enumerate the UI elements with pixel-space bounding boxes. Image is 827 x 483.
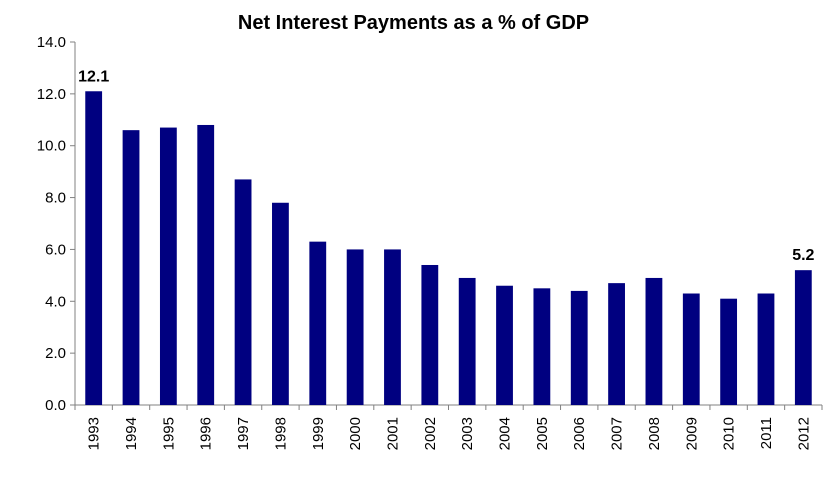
bar-2010 [720,298,738,405]
x-tick-label-2000: 2000 [347,417,364,450]
y-tick-label: 8.0 [45,190,66,207]
bar-1994 [122,130,140,405]
bar-1998 [272,202,289,405]
bar-2009 [682,293,700,405]
x-tick-label-2003: 2003 [459,417,476,450]
y-tick-label: 12.0 [37,86,66,103]
x-tick-label-1997: 1997 [235,417,252,450]
x-tick-label-2007: 2007 [609,417,626,450]
chart-title: Net Interest Payments as a % of GDP [237,12,590,34]
x-tick-label-2002: 2002 [422,417,439,450]
bar-2004 [496,285,513,405]
y-tick-label: 10.0 [37,138,66,155]
bar-1995 [159,127,177,406]
bar-2000 [346,249,364,405]
x-tick-label-2012: 2012 [795,417,812,450]
bars [85,91,812,406]
x-tick-label-1999: 1999 [310,417,327,450]
bar-2012 [794,270,812,405]
y-tick-label: 2.0 [45,345,66,362]
x-tick-label-1993: 1993 [86,417,103,450]
bar-2011 [757,293,775,405]
x-tick-label-1996: 1996 [198,417,215,450]
data-label-2012: 5.2 [792,247,814,264]
labels: 1993 1994 1995 1996 1997 1998 1999 2000 2001 2002… [78,68,814,450]
x-tick-label-2011: 2011 [758,417,775,449]
bar-2008 [645,277,663,405]
y-tick-label: 4.0 [45,293,66,310]
x-tick-label-2006: 2006 [571,417,588,450]
bar-2003 [458,277,476,405]
bar-2005 [533,288,551,405]
x-tick-label-2008: 2008 [646,417,663,450]
y-tick-label: 6.0 [45,241,66,258]
axes: 0.0 2.0 4.0 6.0 8.0 10.0 12.0 14.0 [37,34,823,414]
x-tick-label-1994: 1994 [123,417,140,450]
bar-1993 [85,91,103,405]
bar-1996 [197,124,215,405]
x-tick-label-2004: 2004 [497,417,514,450]
x-tick-label-2001: 2001 [384,417,401,450]
x-tick-label-1995: 1995 [160,417,177,450]
bar-1997 [234,179,252,405]
bar-2006 [570,290,588,405]
bar-1999 [309,241,327,405]
x-tick-label-1998: 1998 [272,417,289,450]
y-tick-label: 14.0 [37,34,66,51]
bar-2002 [421,264,439,405]
bar-2007 [608,283,625,405]
data-label-1993: 12.1 [78,68,109,85]
x-tick-label-2009: 2009 [683,417,700,450]
x-tick-label-2005: 2005 [534,417,551,450]
y-tick-label: 0.0 [45,397,66,414]
bar-2001 [384,249,401,405]
x-tick-label-2010: 2010 [721,417,738,450]
